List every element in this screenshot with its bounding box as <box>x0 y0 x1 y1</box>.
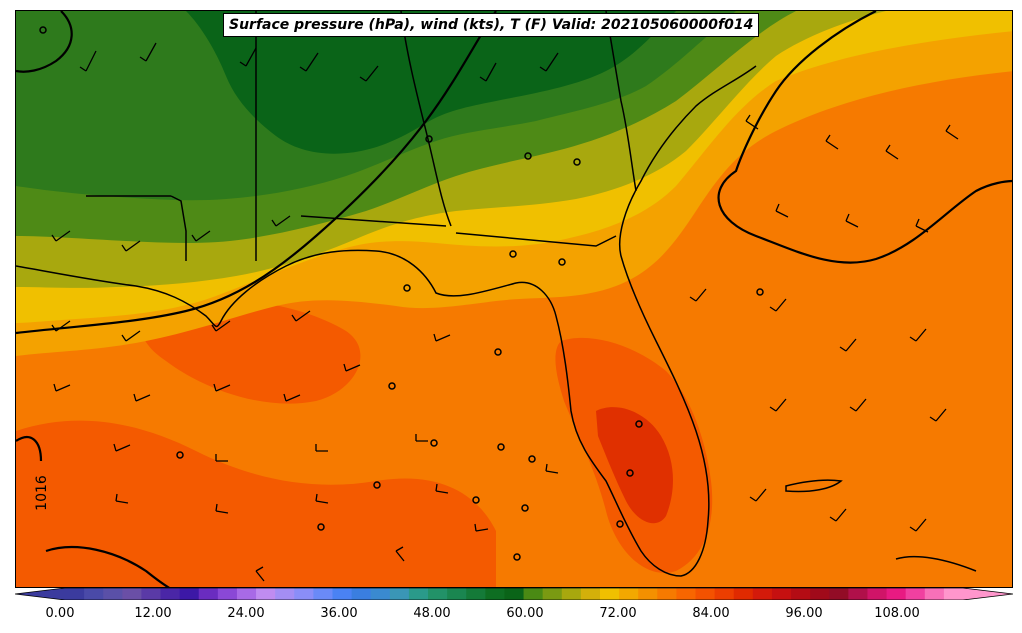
map-panel <box>15 10 1013 588</box>
map-canvas <box>16 11 1012 587</box>
colorbar-segment <box>332 588 353 600</box>
colorbar-segment <box>275 588 295 600</box>
colorbar-segment <box>810 588 830 600</box>
colorbar-tick-label: 48.00 <box>413 606 451 621</box>
isobar-ne <box>717 11 1012 264</box>
colorbar-segment <box>561 588 582 600</box>
colorbar-tick-label: 84.00 <box>692 606 730 621</box>
gulf-coastline <box>16 65 757 577</box>
state-border-ms-al <box>400 11 452 227</box>
temp-field-warm-sw <box>16 420 496 587</box>
colorbar-segment <box>370 588 391 600</box>
colorbar-segment <box>638 588 658 600</box>
colorbar-segment <box>141 588 162 600</box>
colorbar-segment <box>65 588 85 600</box>
colorbar-segment <box>714 588 735 600</box>
colorbar-extend-low <box>15 588 65 600</box>
colorbar-segment <box>542 588 563 600</box>
colorbar-segment <box>351 588 372 600</box>
isobar-main <box>16 11 497 335</box>
colorbar-segment <box>733 588 754 600</box>
colorbar-segment <box>466 588 486 600</box>
map-title: Surface pressure (hPa), wind (kts), T (F… <box>223 13 760 37</box>
colorbar-tick-label: 108.00 <box>874 606 920 621</box>
colorbar-segment <box>523 588 544 600</box>
colorbar-segment <box>408 588 429 600</box>
colorbar-segment <box>122 588 142 600</box>
colorbar-tick-label: 24.00 <box>227 606 265 621</box>
colorbar-segment <box>924 588 945 600</box>
calm-stations <box>39 26 764 561</box>
colorbar-segment <box>179 588 200 600</box>
colorbar-segment <box>256 588 276 600</box>
colorbar-segment <box>447 588 467 600</box>
isobar-sw-bottom <box>45 545 170 587</box>
colorbar-extend-high <box>963 588 1013 600</box>
state-border-ga <box>605 11 637 192</box>
colorbar-segment <box>886 588 907 600</box>
temp-field-hot-florida <box>596 407 673 524</box>
colorbar-segment <box>848 588 868 600</box>
colorbar-segment <box>504 588 525 600</box>
temp-field-dark-green <box>186 11 676 154</box>
wind-barbs <box>51 42 959 582</box>
isobar-nw <box>16 11 73 73</box>
colorbar-segment <box>867 588 888 600</box>
colorbar-segment <box>428 588 448 600</box>
colorbar-segment <box>198 588 219 600</box>
bahamas-island <box>785 479 843 493</box>
colorbar-segment <box>294 588 314 600</box>
colorbar-segment <box>791 588 811 600</box>
cuba-coast <box>895 555 977 572</box>
colorbar-segment <box>676 588 697 600</box>
colorbar-segment <box>752 588 773 600</box>
colorbar-segment <box>217 588 238 600</box>
state-border-la-ms <box>170 195 187 261</box>
colorbar-tick-label: 0.00 <box>45 606 75 621</box>
colorbar-segment <box>829 588 849 600</box>
coastlines <box>16 11 977 577</box>
colorbar-segment <box>313 588 333 600</box>
colorbar-segment <box>695 588 716 600</box>
state-border-al-fl <box>455 232 617 247</box>
state-border-ms-row <box>300 215 447 227</box>
isobar-value-label: 1016 <box>33 475 50 511</box>
colorbar-tick-label: 36.00 <box>320 606 358 621</box>
colorbar-segment <box>160 588 181 600</box>
colorbar-segment <box>580 588 601 600</box>
colorbar-segment <box>103 588 123 600</box>
colorbar-segment <box>599 588 620 600</box>
colorbar-segment <box>619 588 639 600</box>
colorbar-segment <box>771 588 792 600</box>
colorbar-segment <box>236 588 257 600</box>
colorbar-tick-label: 96.00 <box>785 606 823 621</box>
colorbar-tick-label: 12.00 <box>134 606 172 621</box>
colorbar-segment <box>389 588 410 600</box>
colorbar-segment <box>905 588 926 600</box>
colorbar-tick-label: 72.00 <box>599 606 637 621</box>
temperature-colorbar <box>15 588 1013 600</box>
colorbar-segment <box>943 588 964 600</box>
isobar-sw-1016 <box>16 436 43 462</box>
colorbar-tick-label: 60.00 <box>506 606 544 621</box>
colorbar-segment <box>657 588 677 600</box>
colorbar-segment <box>84 588 104 600</box>
colorbar-segment <box>485 588 505 600</box>
isobars <box>16 11 1012 587</box>
